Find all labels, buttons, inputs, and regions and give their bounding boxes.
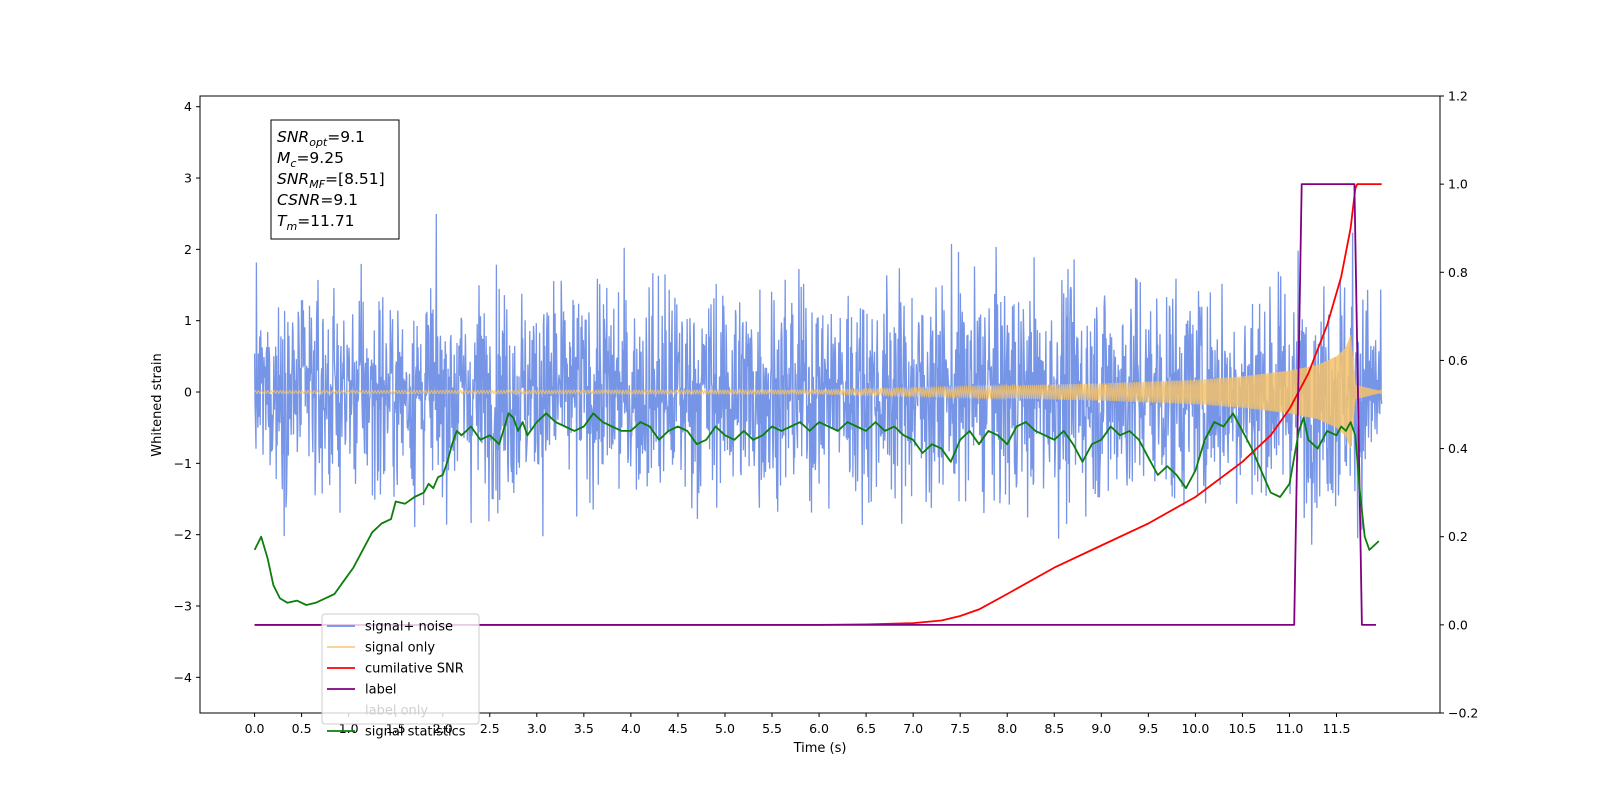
info-box-line: SNRopt=9.1	[277, 128, 365, 149]
y-right-tick-label: 1.2	[1448, 89, 1468, 104]
legend: signal+ noise signal only cumilative SNR la…	[321, 613, 480, 740]
y-axis-label: Whitened strain	[150, 353, 165, 456]
x-tick-label: 7.0	[903, 721, 923, 736]
y-tick-label: −1	[174, 456, 192, 471]
y-right-tick-label: 1.0	[1448, 177, 1468, 192]
x-tick-label: 5.5	[762, 721, 782, 736]
x-tick-label: 11.0	[1276, 721, 1304, 736]
info-box-line: Mc=9.25	[277, 149, 344, 170]
legend-frame	[321, 613, 480, 725]
x-tick-label: 11.5	[1323, 721, 1351, 736]
y-right-tick-label: 0.6	[1448, 353, 1468, 368]
x-tick-label: 4.0	[621, 721, 641, 736]
legend-entry-label: signal only	[365, 641, 435, 656]
info-box-frame	[270, 119, 400, 240]
x-tick-label: 6.5	[856, 721, 876, 736]
info-box-line: Tm=11.71	[277, 212, 355, 233]
series-cumulative-snr-line	[254, 183, 1382, 626]
x-tick-label: 0.0	[245, 721, 265, 736]
y-tick-label: −2	[174, 527, 192, 542]
x-tick-label: 7.5	[950, 721, 970, 736]
legend-entry-label: label only	[365, 704, 428, 719]
legend-entry-label: label	[365, 683, 396, 698]
y-tick-label: 3	[184, 171, 192, 186]
x-tick-label: 8.0	[997, 721, 1017, 736]
x-tick-label: 10.5	[1229, 721, 1257, 736]
y-axis-left: −4 −3 −2 −1 0 1 2 3 4	[174, 99, 200, 685]
axes-frame	[199, 95, 1441, 714]
x-tick-label: 8.5	[1044, 721, 1064, 736]
series-signal-statistics-line	[253, 412, 1380, 606]
y-tick-label: 2	[184, 242, 192, 257]
y-right-tick-label: −0.2	[1448, 706, 1478, 721]
x-tick-label: 1.5	[386, 721, 406, 736]
x-tick-label: 2.0	[433, 721, 453, 736]
y-tick-label: 4	[184, 99, 192, 114]
y-axis-right: −0.2 0.0 0.2 0.4 0.6 0.8 1.0 1.2	[1440, 89, 1478, 721]
x-tick-label: 10.0	[1181, 721, 1209, 736]
x-tick-label: 9.0	[1091, 721, 1111, 736]
x-tick-label: 3.0	[527, 721, 547, 736]
x-tick-label: 0.5	[292, 721, 312, 736]
y-tick-label: 0	[184, 385, 192, 400]
x-tick-label: 4.5	[668, 721, 688, 736]
y-tick-label: −3	[174, 599, 192, 614]
x-axis-label: Time (s)	[793, 741, 847, 756]
legend-entry-label: cumilative SNR	[365, 662, 464, 677]
y-tick-label: −4	[174, 670, 192, 685]
y-right-tick-label: 0.8	[1448, 265, 1468, 280]
x-tick-label: 9.5	[1138, 721, 1158, 736]
series-signal-only-line	[254, 334, 1383, 449]
x-tick-label: 6.0	[809, 721, 829, 736]
x-axis: 0.0 0.5 1.0 1.5 2.0 2.5 3.0 3.5 4.0 4.5 5.0 5.5 6.0 6…	[245, 713, 1351, 736]
y-right-tick-label: 0.4	[1448, 441, 1468, 456]
info-box-line: SNRMF=[8.51]	[277, 170, 385, 191]
plot-area	[253, 183, 1383, 626]
x-tick-label: 5.0	[715, 721, 735, 736]
legend-entry-label: signal statistics	[365, 725, 466, 740]
x-tick-label: 2.5	[480, 721, 500, 736]
x-tick-label: 3.5	[574, 721, 594, 736]
info-box-line: CSNR=9.1	[277, 191, 358, 209]
legend-entry-label: signal+ noise	[365, 620, 453, 635]
y-right-tick-label: 0.2	[1448, 529, 1468, 544]
series-label-line	[254, 183, 1376, 626]
y-tick-label: 1	[184, 313, 192, 328]
y-right-tick-label: 0.0	[1448, 617, 1468, 632]
x-tick-label: 1.0	[339, 721, 359, 736]
